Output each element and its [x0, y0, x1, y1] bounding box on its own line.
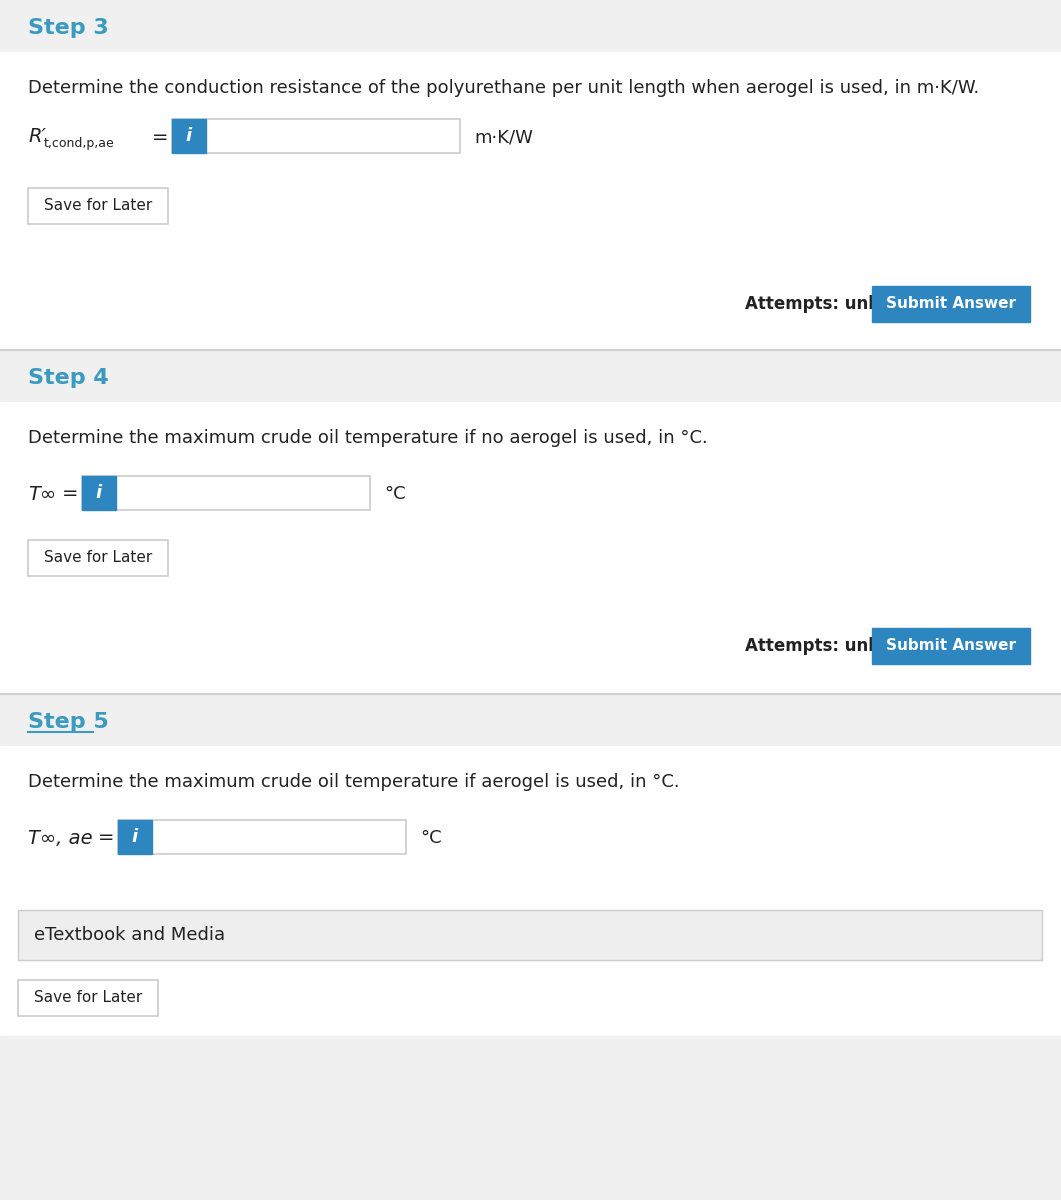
- Text: R′: R′: [28, 127, 46, 146]
- Text: =: =: [152, 127, 169, 146]
- Text: T∞: T∞: [28, 485, 56, 504]
- Text: i: i: [95, 484, 102, 502]
- Text: i: i: [186, 127, 192, 145]
- Text: Submit Answer: Submit Answer: [886, 638, 1016, 654]
- Text: t,cond,p,ae: t,cond,p,ae: [44, 138, 115, 150]
- Text: Step 3: Step 3: [28, 18, 108, 38]
- FancyBboxPatch shape: [0, 402, 1061, 694]
- Text: °C: °C: [384, 485, 405, 503]
- FancyBboxPatch shape: [118, 820, 152, 854]
- FancyBboxPatch shape: [118, 820, 406, 854]
- FancyBboxPatch shape: [0, 52, 1061, 350]
- FancyBboxPatch shape: [0, 0, 1061, 52]
- Text: Determine the conduction resistance of the polyurethane per unit length when aer: Determine the conduction resistance of t…: [28, 79, 979, 97]
- Text: Submit Answer: Submit Answer: [886, 296, 1016, 312]
- Text: Step 5: Step 5: [28, 712, 108, 732]
- Text: Save for Later: Save for Later: [44, 551, 152, 565]
- Text: i: i: [132, 828, 138, 846]
- FancyBboxPatch shape: [28, 540, 168, 576]
- Text: =: =: [62, 485, 79, 504]
- Text: Save for Later: Save for Later: [44, 198, 152, 214]
- FancyBboxPatch shape: [872, 286, 1030, 322]
- Text: Attempts: unlimited: Attempts: unlimited: [745, 637, 934, 655]
- FancyBboxPatch shape: [18, 980, 158, 1016]
- Text: =: =: [98, 828, 115, 847]
- FancyBboxPatch shape: [18, 910, 1042, 960]
- FancyBboxPatch shape: [872, 628, 1030, 664]
- FancyBboxPatch shape: [0, 746, 1061, 1200]
- Text: m·K/W: m·K/W: [474, 128, 533, 146]
- FancyBboxPatch shape: [0, 1036, 1061, 1200]
- FancyBboxPatch shape: [82, 476, 370, 510]
- Text: °C: °C: [420, 829, 441, 847]
- FancyBboxPatch shape: [172, 119, 206, 152]
- FancyBboxPatch shape: [0, 350, 1061, 402]
- Text: T∞, ae: T∞, ae: [28, 828, 92, 847]
- FancyBboxPatch shape: [0, 694, 1061, 746]
- Text: Step 4: Step 4: [28, 368, 108, 388]
- Text: eTextbook and Media: eTextbook and Media: [34, 926, 225, 944]
- Text: Attempts: unlimited: Attempts: unlimited: [745, 295, 934, 313]
- FancyBboxPatch shape: [82, 476, 116, 510]
- Text: Determine the maximum crude oil temperature if no aerogel is used, in °C.: Determine the maximum crude oil temperat…: [28, 428, 708, 446]
- FancyBboxPatch shape: [172, 119, 460, 152]
- Text: Save for Later: Save for Later: [34, 990, 142, 1006]
- Text: Determine the maximum crude oil temperature if aerogel is used, in °C.: Determine the maximum crude oil temperat…: [28, 773, 680, 791]
- FancyBboxPatch shape: [28, 188, 168, 224]
